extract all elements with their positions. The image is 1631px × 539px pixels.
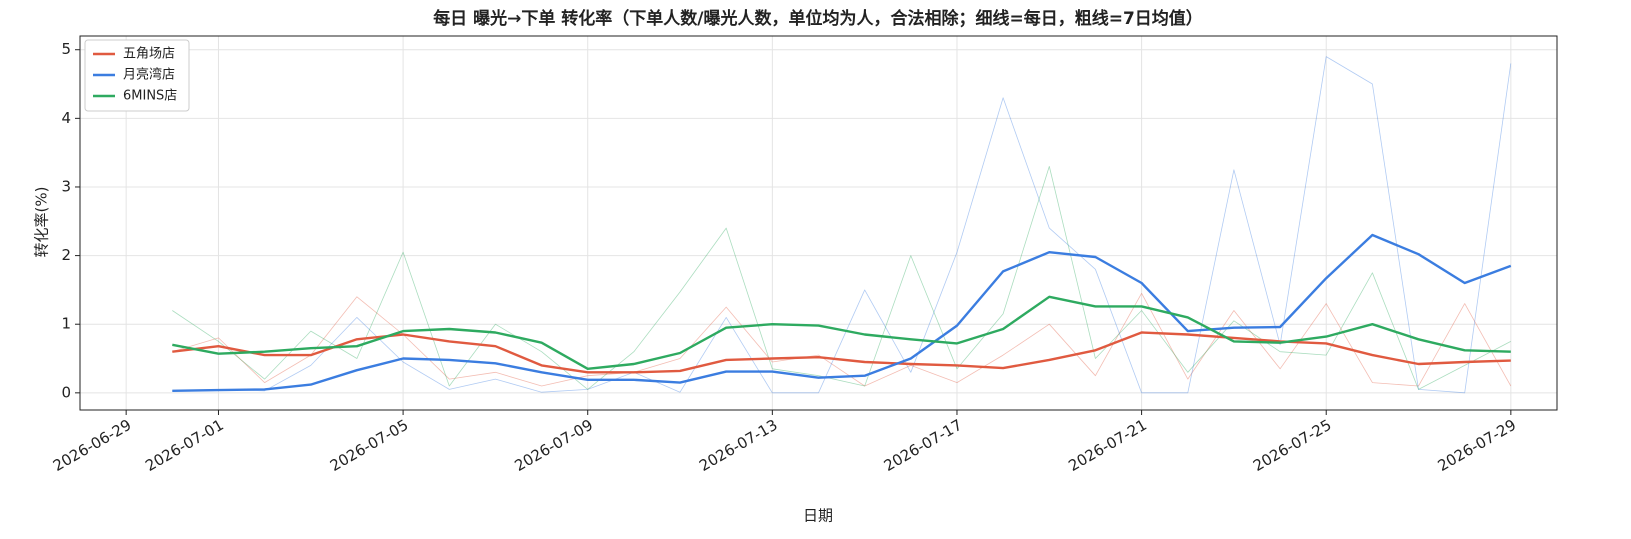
x-tick-label: 2026-07-17: [881, 416, 966, 475]
legend-label: 月亮湾店: [123, 67, 175, 83]
y-tick-label: 2: [61, 246, 71, 264]
y-axis-label: 转化率(%): [33, 187, 51, 258]
y-tick-label: 0: [61, 383, 71, 401]
x-tick-label: 2026-07-29: [1435, 416, 1520, 475]
legend-label: 五角场店: [123, 47, 175, 62]
chart-title: 每日 曝光→下单 转化率（下单人数/曝光人数，单位均为人，合法相除；细线=每日，…: [433, 8, 1203, 29]
x-tick-label: 2026-07-09: [511, 416, 596, 475]
series-line: [172, 166, 1511, 390]
x-tick-label: 2026-07-25: [1250, 416, 1335, 475]
series-line: [172, 295, 1511, 370]
x-axis-label: 日期: [803, 507, 833, 525]
x-tick-label: 2026-07-01: [142, 416, 227, 475]
y-tick-label: 3: [61, 177, 71, 195]
x-tick-label: 2026-07-21: [1065, 416, 1150, 475]
x-tick-label: 2026-06-29: [50, 416, 135, 475]
plot-frame: [79, 35, 1558, 411]
y-tick-label: 1: [61, 315, 71, 333]
y-tick-label: 4: [61, 109, 71, 127]
legend-box: [84, 39, 190, 112]
series-line: [172, 233, 1512, 392]
x-tick-label: 2026-07-13: [696, 416, 781, 475]
series-line: [172, 56, 1512, 394]
y-tick-label: 5: [61, 40, 71, 58]
series-line: [172, 292, 1512, 387]
x-tick-label: 2026-07-05: [327, 416, 412, 475]
legend-label: 6MINS店: [123, 89, 177, 104]
